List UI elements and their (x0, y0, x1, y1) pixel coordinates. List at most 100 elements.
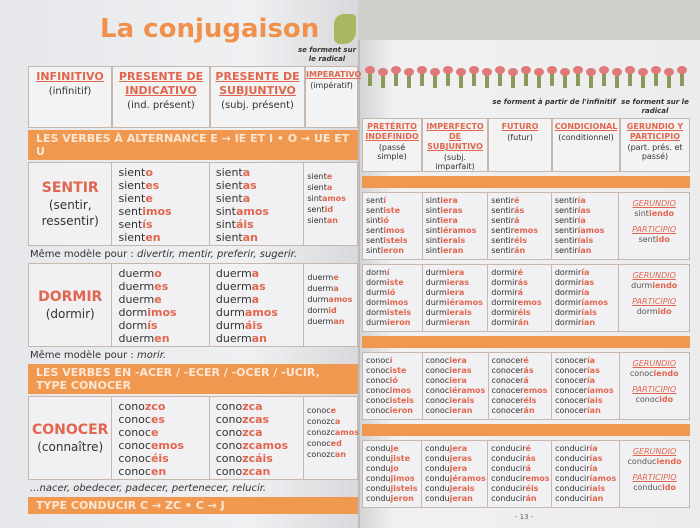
form-stem: sient (215, 179, 243, 192)
form-ending: id (328, 306, 337, 315)
column-header: IMPERATIVO (impératif) (305, 66, 361, 128)
form-ending: zca (242, 400, 263, 413)
verb-form: durmió (366, 288, 419, 298)
form-stem: durm (366, 288, 388, 297)
form-ending: jerais (449, 484, 475, 493)
conjugation-cell: conocí conociste conoció conocimos conociste… (363, 353, 423, 419)
form-ending: amos (235, 205, 269, 218)
form-stem: sient (307, 183, 327, 192)
verb-row-right: dormí dormiste durmió dormimos dormisteis dur… (362, 264, 690, 332)
form-ending: iste (386, 278, 404, 287)
form-stem: conoc (118, 439, 151, 452)
form-stem: sent (307, 205, 325, 214)
verb-form: conociera (426, 356, 485, 366)
verb-form: conozca (216, 426, 297, 439)
verb-form: condujiste (366, 454, 418, 464)
conjugation-cell: sienta sientas sienta sintamos sintáis sienta… (210, 163, 305, 245)
verb-form: conozcamos (307, 427, 359, 438)
verb-form: sienta (307, 182, 354, 193)
verb-form: durmiéramos (426, 298, 485, 308)
conjugation-cell: conduje condujiste condujo condujimos conduj… (363, 441, 423, 507)
column-header-subtitle: (conditionnel) (558, 133, 614, 142)
form-ending: éis (150, 452, 169, 465)
note-label: Même modèle pour : (30, 249, 137, 260)
verb-form: conocieras (426, 366, 485, 376)
form-stem: duerm (118, 332, 155, 345)
form-ending: es (154, 280, 169, 293)
verb-form: durmiera (426, 268, 485, 278)
column-header-title: CONDICIONAL (554, 122, 618, 131)
form-stem: sint (425, 246, 441, 255)
verb-form: dormirías (555, 278, 616, 288)
form-ending: iera (446, 288, 465, 297)
verb-form: conociera (426, 376, 485, 386)
verb-form: conocierais (426, 396, 485, 406)
form-ending: áis (235, 218, 254, 231)
infinitive-cell: CONOCER (connaître) (29, 397, 113, 479)
form-stem: sentir (491, 196, 515, 205)
form-stem: conoc (307, 439, 331, 448)
form-ending: o (154, 267, 162, 280)
flower-decoration (378, 68, 388, 88)
verb-form: dormimos (118, 306, 202, 319)
form-stem: conoc (635, 395, 660, 404)
form-ending: ían (589, 494, 604, 503)
verb-form: dormís (118, 319, 202, 332)
form-stem: sent (118, 205, 143, 218)
form-stem: conducir (491, 464, 526, 473)
form-ending: ías (589, 454, 603, 463)
form-stem: conocer (555, 366, 587, 375)
form-stem: sint (366, 246, 381, 255)
verb-form: durmieron (366, 318, 419, 328)
form-stem: conducir (491, 444, 526, 453)
form-ending: ás (517, 278, 528, 287)
verb-form: dormí (366, 268, 419, 278)
verb-form: conoce (307, 405, 354, 416)
form-stem: conoc (366, 366, 390, 375)
form-ending: ieras (440, 206, 463, 215)
form-ending: í (383, 196, 387, 205)
column-header-subtitle: (passé simple) (377, 143, 407, 161)
verb-form: dormiréis (491, 308, 548, 318)
form-ending: a (242, 166, 251, 179)
verb-form: dormirás (491, 278, 548, 288)
form-ending: ías (577, 206, 591, 215)
gerundio-form: conduciendo (623, 457, 686, 467)
verb-form: conozca (216, 400, 297, 413)
form-ending: iera (449, 376, 467, 385)
form-ending: jera (449, 444, 468, 453)
form-stem: sentir (554, 226, 578, 235)
infinitive-note: se forment à partir de l'infinitif (492, 98, 616, 106)
form-stem: duerm (118, 280, 155, 293)
form-ending: a (326, 183, 333, 192)
verb-form: condujo (366, 464, 418, 474)
verb-form: sintieran (426, 246, 485, 256)
page-number: - 13 - (515, 513, 534, 521)
form-ending: ierais (440, 236, 466, 245)
form-ending: í (389, 356, 393, 365)
verb-form: durmamos (216, 306, 297, 319)
flower-decoration (599, 66, 609, 86)
gerundio-form: sintiendo (622, 209, 686, 219)
form-stem: sint (215, 205, 236, 218)
column-header-title: INFINITIVO (36, 70, 104, 83)
form-stem: conocer (555, 406, 587, 415)
form-stem: durm (425, 308, 447, 317)
verb-row: DORMIR (dormir) duermo duermes duerme dormimo… (28, 263, 358, 347)
verb-form: conocerás (492, 366, 549, 376)
flower-decoration (625, 66, 635, 86)
verb-name: CONOCER (32, 422, 109, 438)
form-ending: as (251, 280, 266, 293)
form-stem: conduc (633, 483, 663, 492)
form-ending: ás (514, 206, 525, 215)
verb-form: conociste (366, 366, 419, 376)
form-stem: durm (425, 288, 447, 297)
form-stem: conoc (425, 396, 450, 405)
form-stem: conocer (555, 356, 587, 365)
form-stem: conoc (118, 452, 151, 465)
form-ending: imos (383, 226, 405, 235)
flower-decoration (586, 68, 596, 88)
form-stem: cono (215, 413, 243, 426)
form-ending: iste (389, 366, 407, 375)
verb-form: sentisteis (366, 236, 419, 246)
